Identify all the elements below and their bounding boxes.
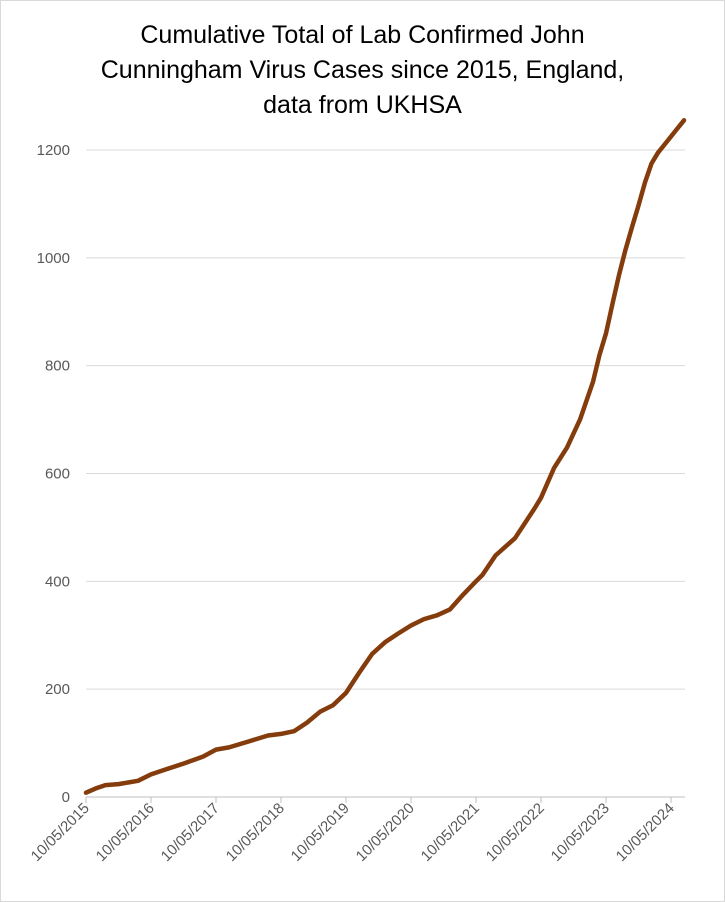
x-tick-label: 10/05/2015 bbox=[28, 800, 93, 865]
x-tick-label: 10/05/2020 bbox=[353, 800, 418, 865]
x-tick-label: 10/05/2023 bbox=[548, 800, 613, 865]
x-axis-tick-marks bbox=[85, 797, 672, 803]
x-tick-label: 10/05/2018 bbox=[223, 800, 288, 865]
y-tick-label: 1200 bbox=[37, 142, 70, 159]
y-axis-tick-labels: 0 200 400 600 800 1000 1200 bbox=[37, 142, 70, 806]
chart-title-line-3: data from UKHSA bbox=[263, 91, 462, 119]
y-tick-label: 1000 bbox=[37, 250, 70, 267]
y-tick-label: 400 bbox=[45, 573, 70, 590]
chart-title-line-2: Cunningham Virus Cases since 2015, Engla… bbox=[100, 56, 625, 84]
x-tick-label: 10/05/2022 bbox=[483, 800, 548, 865]
x-axis-tick-labels: 10/05/2015 10/05/2016 10/05/2017 10/05/2018… bbox=[28, 800, 678, 865]
x-tick-label: 10/05/2016 bbox=[93, 800, 158, 865]
gridlines bbox=[86, 149, 685, 690]
series-line-cumulative-cases bbox=[83, 118, 687, 795]
y-tick-label: 800 bbox=[45, 358, 70, 375]
y-tick-label: 600 bbox=[45, 466, 70, 483]
x-tick-label: 10/05/2021 bbox=[418, 800, 483, 865]
chart-title-line-1: Cumulative Total of Lab Confirmed John bbox=[140, 21, 585, 49]
chart-title: Cumulative Total of Lab Confirmed John C… bbox=[60, 18, 665, 123]
y-tick-label: 0 bbox=[62, 789, 70, 806]
x-tick-label: 10/05/2019 bbox=[288, 800, 353, 865]
x-tick-label: 10/05/2024 bbox=[613, 800, 678, 865]
y-tick-label: 200 bbox=[45, 681, 70, 698]
x-tick-label: 10/05/2017 bbox=[158, 800, 223, 865]
series-group bbox=[83, 118, 687, 795]
